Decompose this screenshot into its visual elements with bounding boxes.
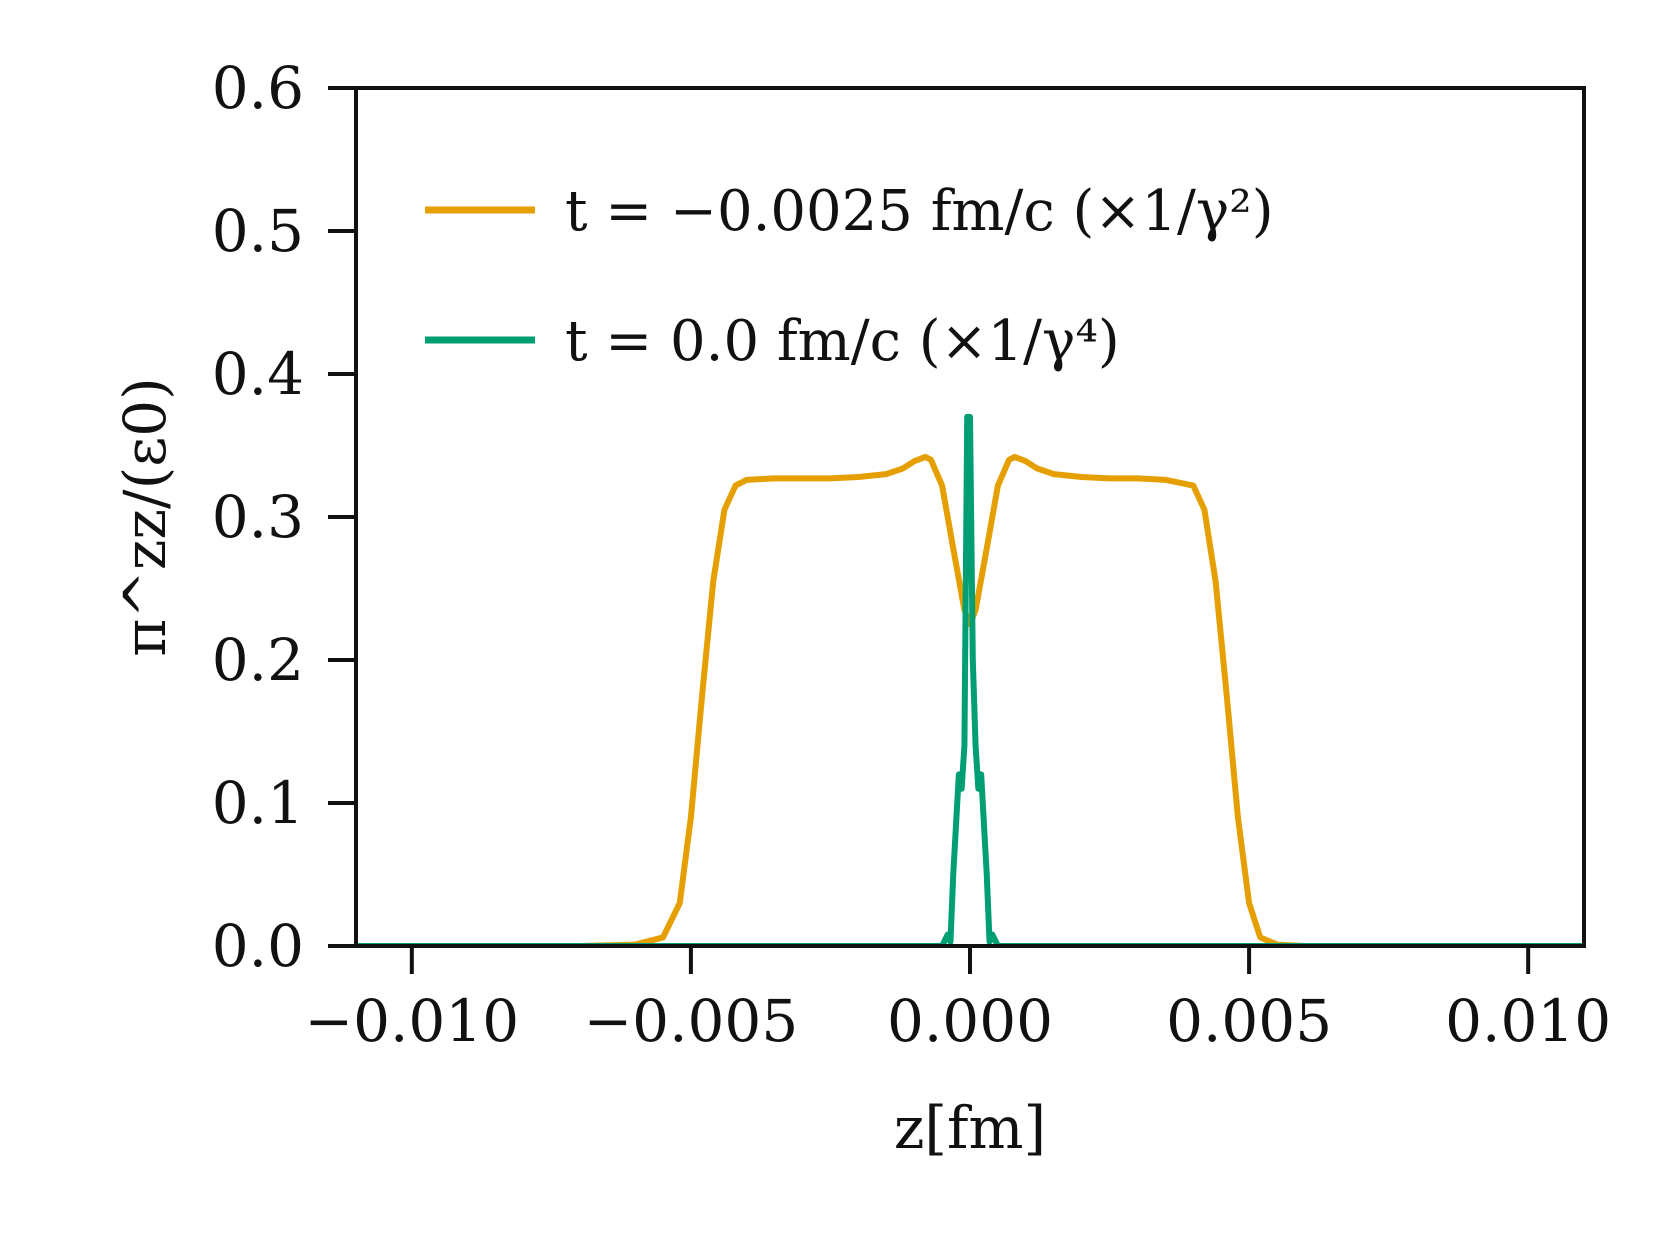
- y-tick-label: 0.6: [212, 54, 304, 122]
- y-tick-label: 0.1: [212, 769, 304, 837]
- y-tick-label: 0.2: [212, 626, 304, 694]
- y-axis: 0.0 0.1 0.2 0.3 0.4 0.5 0.6: [212, 54, 356, 980]
- legend-label-series-2: t = 0.0 fm/c (×1/γ⁴): [565, 309, 1120, 374]
- legend: t = −0.0025 fm/c (×1/γ²) t = 0.0 fm/c (×…: [425, 179, 1274, 374]
- y-tick-label: 0.0: [212, 912, 304, 980]
- x-tick-label: 0.010: [1445, 987, 1611, 1055]
- x-tick-label: −0.005: [584, 987, 799, 1055]
- y-tick-label: 0.4: [212, 340, 304, 408]
- x-tick-label: 0.005: [1166, 987, 1332, 1055]
- x-tick-label: −0.010: [304, 987, 519, 1055]
- y-tick-label: 0.5: [212, 197, 304, 265]
- x-axis: −0.010 −0.005 0.000 0.005 0.010: [304, 946, 1611, 1055]
- series-line-2: [356, 413, 1584, 946]
- x-tick-label: 0.000: [887, 987, 1053, 1055]
- y-axis-label: π^zz/(ε0): [111, 377, 179, 657]
- x-axis-label: z[fm]: [894, 1094, 1046, 1162]
- y-tick-label: 0.3: [212, 483, 304, 551]
- series-layer: [356, 413, 1584, 946]
- legend-label-series-1: t = −0.0025 fm/c (×1/γ²): [565, 179, 1274, 244]
